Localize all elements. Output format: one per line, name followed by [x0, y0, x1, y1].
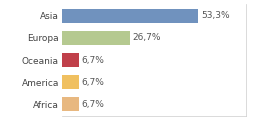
Text: 6,7%: 6,7%	[81, 100, 104, 109]
Bar	[62, 31, 130, 45]
Bar	[62, 53, 79, 67]
Bar	[62, 9, 199, 23]
Text: 26,7%: 26,7%	[133, 33, 161, 42]
Text: 6,7%: 6,7%	[81, 55, 104, 65]
Bar	[62, 75, 79, 89]
Bar	[62, 97, 79, 111]
Text: 53,3%: 53,3%	[201, 11, 230, 20]
Text: 6,7%: 6,7%	[81, 78, 104, 87]
